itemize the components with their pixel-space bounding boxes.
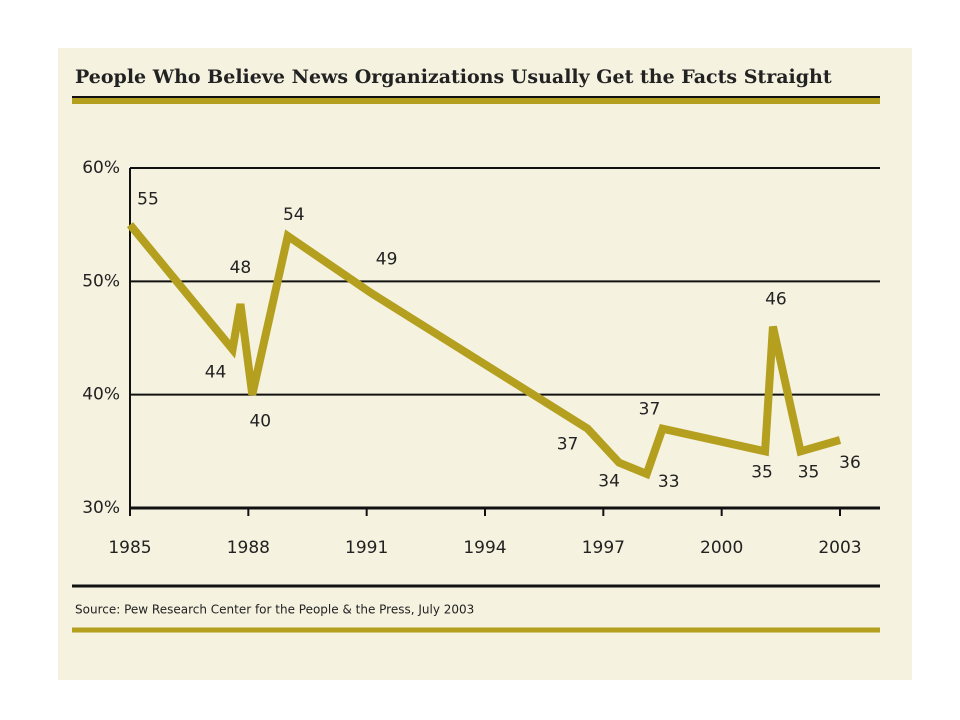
data-label: 33 xyxy=(658,472,680,492)
data-label: 36 xyxy=(839,453,861,473)
data-label: 35 xyxy=(798,462,820,482)
x-tick-label: 1991 xyxy=(345,538,388,558)
data-label: 34 xyxy=(598,472,620,492)
y-tick-label: 30% xyxy=(82,498,120,518)
x-tick-label: 2003 xyxy=(818,538,861,558)
x-tick-label: 1985 xyxy=(108,538,151,558)
title-rule xyxy=(72,96,880,104)
data-label: 49 xyxy=(376,250,398,270)
x-tick-label: 1997 xyxy=(582,538,625,558)
data-label: 40 xyxy=(249,412,271,432)
data-label: 46 xyxy=(765,290,787,310)
chart-title: People Who Believe News Organizations Us… xyxy=(75,66,832,88)
x-tick-label: 1994 xyxy=(463,538,506,558)
data-label: 48 xyxy=(230,258,252,278)
data-label: 37 xyxy=(639,400,661,420)
y-tick-label: 60% xyxy=(82,158,120,178)
data-label: 37 xyxy=(557,435,579,455)
data-label: 55 xyxy=(137,190,159,210)
x-tick-label: 1988 xyxy=(227,538,270,558)
data-label: 44 xyxy=(205,362,227,382)
source: Source: Pew Research Center for the Peop… xyxy=(75,603,474,617)
y-tick-label: 40% xyxy=(82,385,120,405)
data-label: 54 xyxy=(283,205,305,225)
data-line xyxy=(126,222,842,480)
y-tick-label: 50% xyxy=(82,271,120,291)
data-label: 35 xyxy=(751,462,773,482)
x-tick-label: 2000 xyxy=(700,538,743,558)
